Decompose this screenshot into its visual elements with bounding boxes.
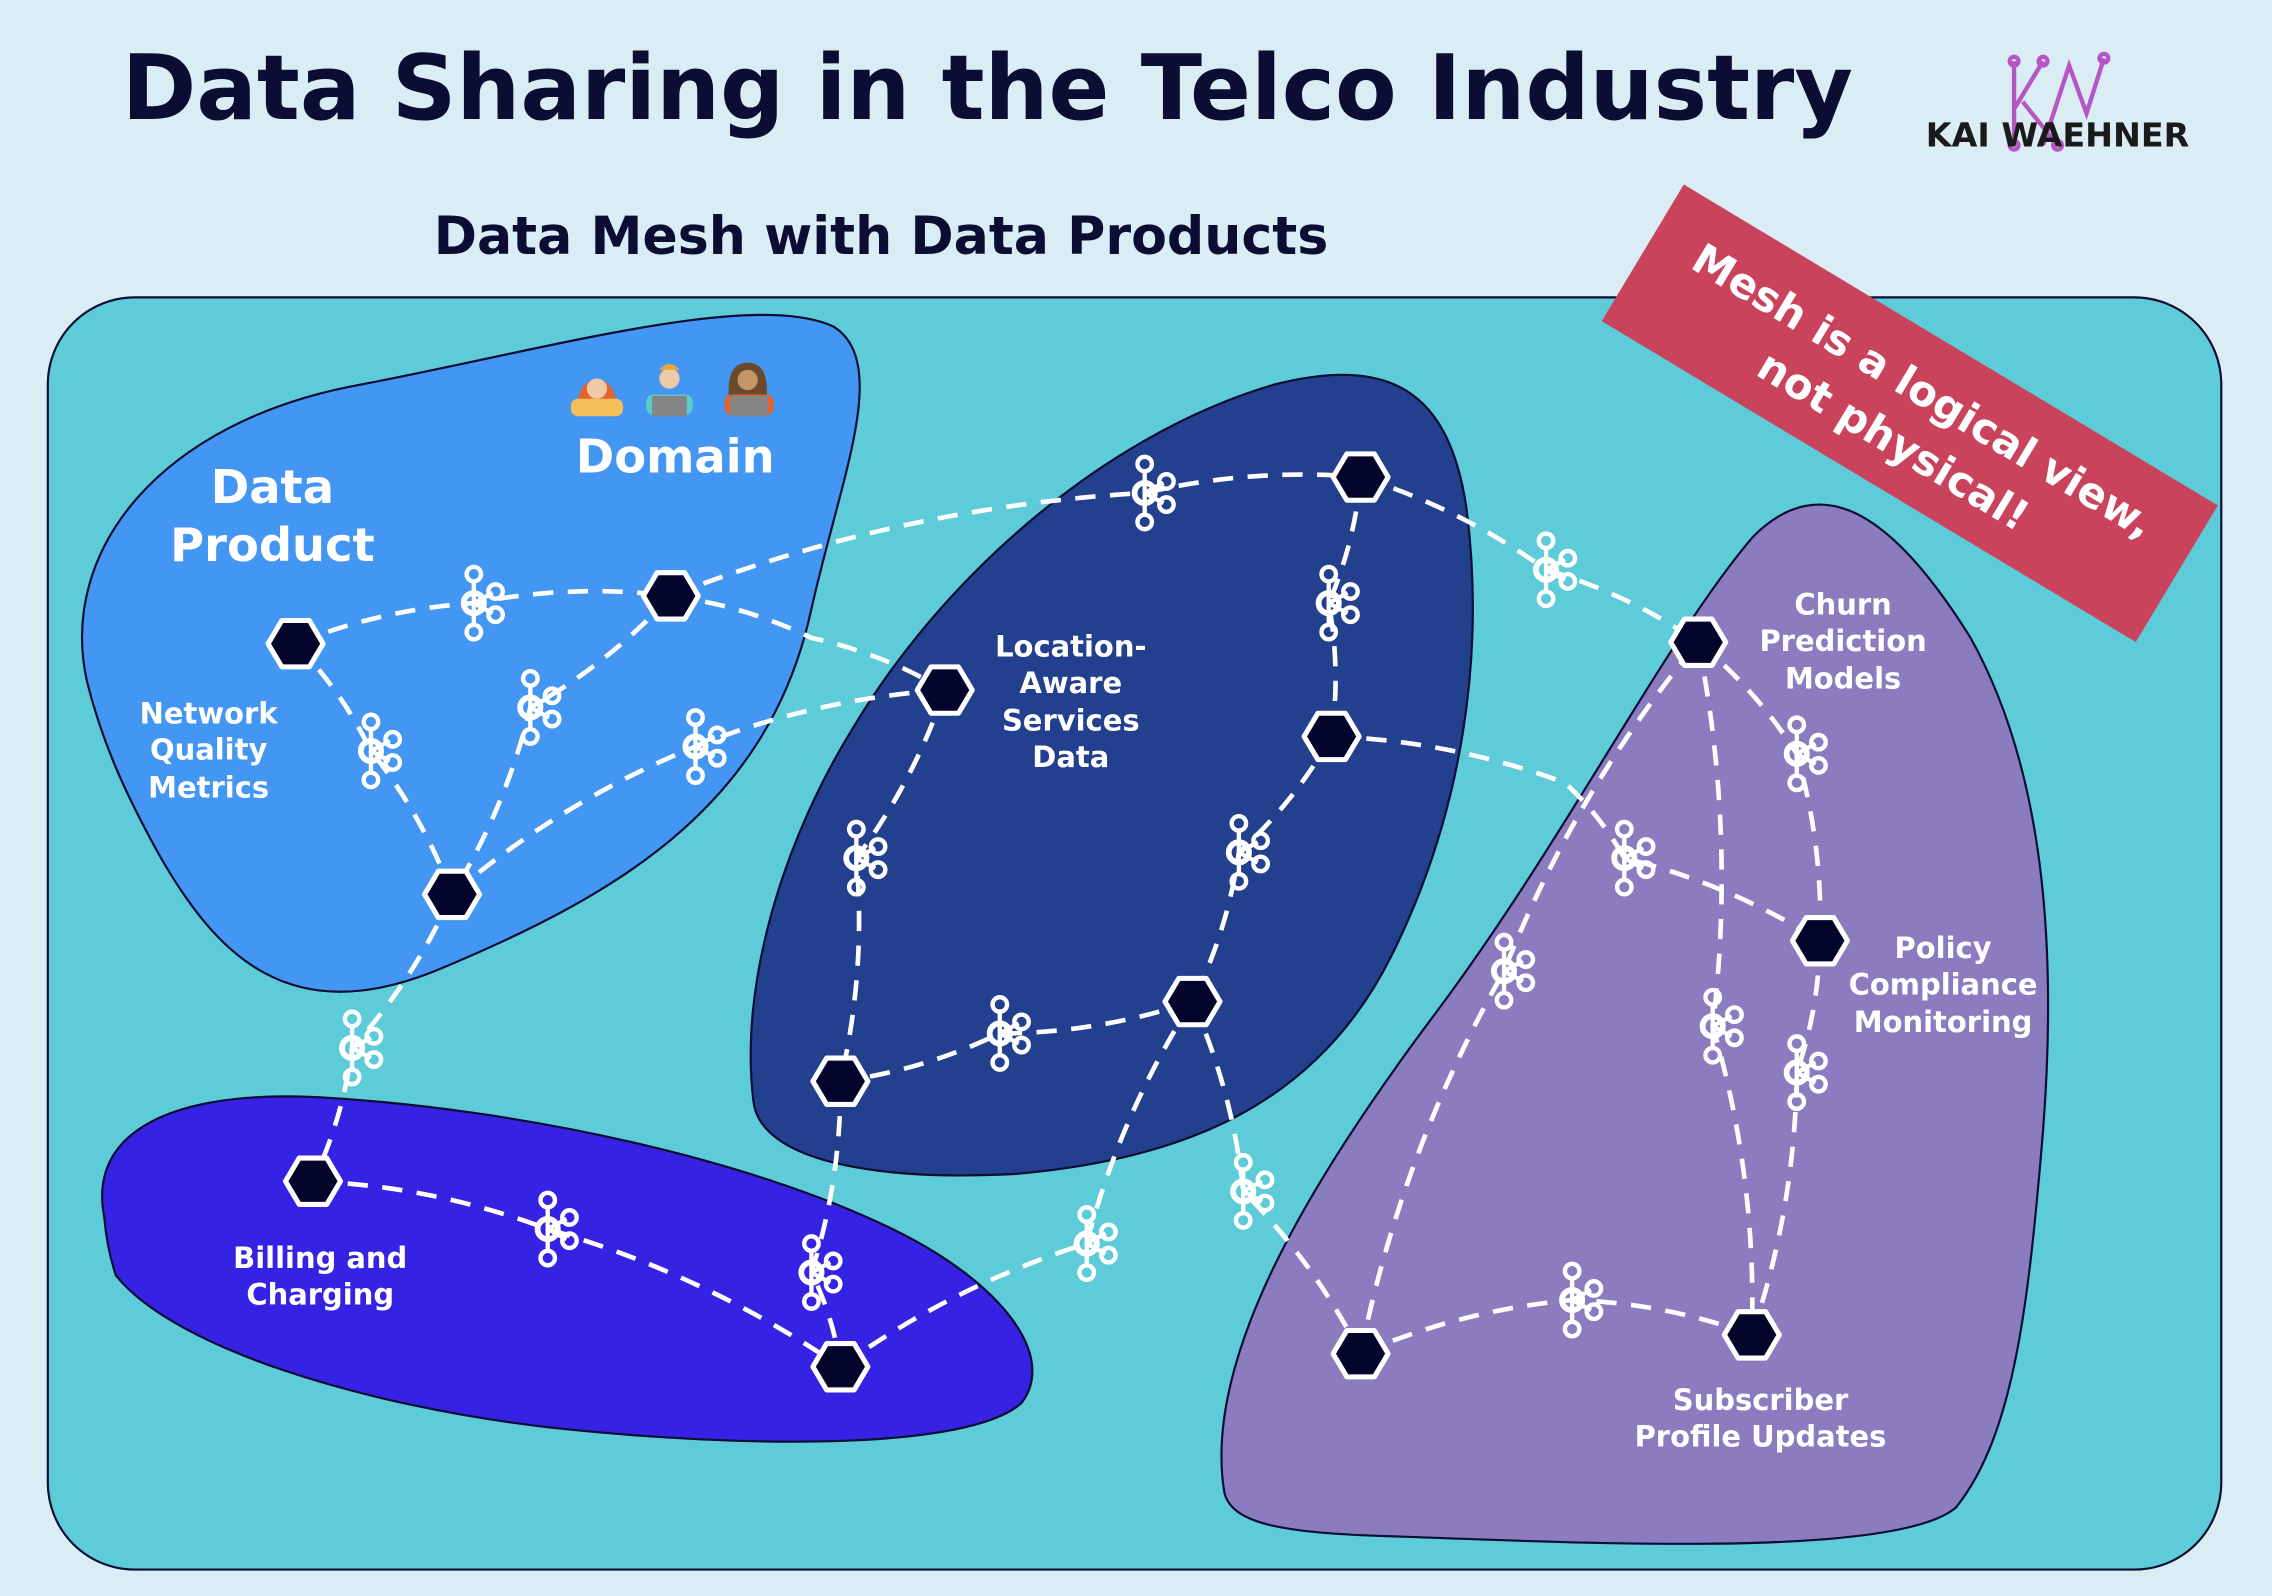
- data-product-node-icon: [810, 1341, 871, 1393]
- team-people-icon: [570, 362, 774, 417]
- data-product-node-icon: [1789, 915, 1850, 967]
- data-product-node-icon: [1721, 1309, 1782, 1361]
- label-line: Billing and: [233, 1241, 407, 1275]
- kafka-icon: [1783, 1034, 1828, 1111]
- domain-location-aware: [749, 373, 1474, 1177]
- kafka-icon: [843, 819, 888, 897]
- label-line: Network: [140, 696, 279, 730]
- data-product-label-line1: Data: [211, 460, 334, 514]
- kafka-icon: [357, 712, 403, 790]
- location-aware-label: Location- Aware Services Data: [995, 630, 1146, 774]
- data-product-node-icon: [640, 570, 701, 622]
- kafka-icon: [1225, 813, 1271, 891]
- kafka-icon: [517, 669, 562, 746]
- label-line: Prediction: [1759, 624, 1926, 658]
- mesh-connection-line: [839, 1000, 1195, 1369]
- kafka-icon: [1230, 1152, 1275, 1230]
- data-product-node-icon: [422, 868, 483, 921]
- kafka-icon: [339, 1009, 384, 1087]
- kafka-icon: [1699, 987, 1744, 1065]
- domain-churn-policy-subscriber: [1220, 503, 2050, 1545]
- kafka-icon: [1491, 932, 1536, 1010]
- mesh-connection-line: [1331, 734, 1822, 943]
- person-icon: [724, 362, 774, 417]
- label-line: Profile Updates: [1635, 1419, 1887, 1453]
- label-line: Data: [1032, 740, 1109, 774]
- label-line: Charging: [246, 1277, 394, 1311]
- label-line: Monitoring: [1854, 1005, 2033, 1039]
- mesh-connection-line: [293, 642, 455, 896]
- label-line: Location-: [995, 630, 1146, 664]
- mesh-connection-line: [1326, 476, 1363, 737]
- person-icon: [570, 378, 624, 417]
- data-product-node-icon: [810, 1055, 871, 1107]
- kafka-icon: [1783, 715, 1828, 793]
- data-product-label-line2: Product: [170, 518, 375, 572]
- kafka-icon: [534, 1190, 579, 1268]
- network-quality-label: Network Quality Metrics: [140, 696, 279, 804]
- banner-background: [1601, 184, 2218, 643]
- label-line: Policy: [1895, 931, 1992, 965]
- kafka-icon: [798, 1234, 843, 1311]
- page-subtitle: Data Mesh with Data Products: [434, 207, 1329, 267]
- subscriber-profile-label: Subscriber Profile Updates: [1635, 1383, 1887, 1453]
- kafka-icon: [1611, 819, 1656, 897]
- kafka-icon: [1559, 1261, 1604, 1339]
- label-line: Services: [1002, 704, 1140, 738]
- data-product-nodes: [265, 451, 1850, 1393]
- kafka-icon: [1533, 531, 1578, 609]
- domain-label: Domain: [576, 430, 775, 484]
- kafka-icon: [1315, 564, 1360, 642]
- label-line: Compliance: [1849, 967, 2038, 1001]
- data-product-node-icon: [1330, 451, 1391, 503]
- data-product-node-icon: [1668, 616, 1729, 668]
- logo-monogram: [2007, 51, 2111, 152]
- data-product-node-icon: [282, 1155, 344, 1207]
- logo-text: KAI WAEHNER: [1926, 116, 2190, 155]
- data-product-node-icon: [1162, 975, 1223, 1028]
- label-line: Quality: [150, 733, 268, 767]
- kafka-icon: [986, 995, 1031, 1072]
- page-title: Data Sharing in the Telco Industry: [122, 37, 1853, 141]
- label-line: Models: [1785, 662, 1901, 696]
- label-line: Subscriber: [1673, 1383, 1849, 1417]
- data-product-node-icon: [1330, 1327, 1391, 1380]
- kafka-icon: [1131, 454, 1176, 532]
- policy-compliance-label: Policy Compliance Monitoring: [1849, 931, 2038, 1039]
- label-line: Aware: [1019, 666, 1122, 700]
- data-product-node-icon: [1301, 710, 1362, 763]
- mesh-connection-line: [670, 472, 1361, 599]
- label-line: Churn: [1794, 588, 1891, 622]
- churn-prediction-label: Churn Prediction Models: [1759, 588, 1926, 696]
- label-line: Metrics: [148, 770, 269, 804]
- mesh-connection-line: [1359, 474, 1700, 645]
- mesh-connection-line: [808, 1081, 843, 1368]
- kai-waehner-logo: KAI WAEHNER: [1926, 51, 2190, 155]
- kafka-icon: [1073, 1205, 1118, 1282]
- billing-charging-label: Billing and Charging: [233, 1241, 407, 1311]
- data-product-node-icon: [914, 664, 975, 716]
- mesh-connection-line: [670, 593, 946, 693]
- data-product-node-icon: [265, 617, 326, 670]
- domain-network-quality: [81, 313, 861, 993]
- kafka-icon: [682, 708, 727, 785]
- person-icon: [646, 364, 693, 417]
- kafka-icons: [339, 454, 1828, 1339]
- kafka-icon: [460, 564, 505, 642]
- mesh-connection-line: [1358, 640, 1700, 1355]
